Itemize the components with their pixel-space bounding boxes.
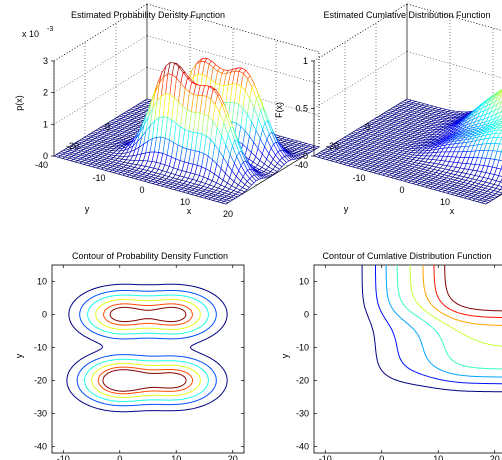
pdf-contour-ylabel: y <box>14 353 24 358</box>
cdf-surface-grid-line <box>313 3 408 62</box>
pdf-contour-y-tick-label: -30 <box>34 408 47 418</box>
cdf-contour-ylabel: y <box>280 353 290 358</box>
pdf-contour-panel: Contour of Probability Density Function … <box>14 251 245 460</box>
cdf-contour-contour-line <box>396 265 502 370</box>
pdf-contour-y-tick-label: -20 <box>34 375 47 385</box>
pdf-contour-title: Contour of Probability Density Function <box>72 251 228 261</box>
pdf-surface-xlabel: x <box>187 206 192 216</box>
pdf-contour-contour-line <box>102 306 187 392</box>
pdf-surface-ylabel: y <box>85 204 90 214</box>
pdf-surface-grid-line <box>53 67 148 125</box>
pdf-surface-z-tick-label: 1 <box>43 119 48 129</box>
cdf-surface-panel: Estimated Cumlative Distribution Functio… <box>274 3 502 216</box>
pdf-surface-y-tick-label: -40 <box>35 160 48 170</box>
cdf-surface-x-tick-label: 10 <box>440 197 450 207</box>
pdf-surface-exponent-base: x 10 <box>22 29 39 39</box>
cdf-contour-y-tick-label: -30 <box>296 408 309 418</box>
pdf-surface-ticks: 0 1 2 3 -10 0 10 20 -40 -20 0 <box>35 56 233 219</box>
cdf-surface-x-tick-label: -10 <box>352 173 365 183</box>
cdf-surface-mesh-cell <box>498 137 502 145</box>
pdf-surface-mesh-cell <box>220 201 230 205</box>
cdf-contour-y-tick-label: -20 <box>296 375 309 385</box>
pdf-surface-z-tick-label: 2 <box>43 88 48 98</box>
cdf-contour-y-tick-label: -10 <box>296 342 309 352</box>
pdf-contour-lines <box>66 283 228 413</box>
cdf-contour-y-tick-label: 0 <box>304 309 309 319</box>
cdf-surface-mesh-cell <box>480 200 490 205</box>
cdf-surface-ylabel: y <box>344 204 349 214</box>
pdf-surface-mesh <box>53 57 320 205</box>
cdf-surface-grid-line <box>406 51 502 79</box>
cdf-surface-mesh-cell <box>498 93 502 100</box>
cdf-surface-z-tick-label: 0.5 <box>295 104 308 114</box>
pdf-surface-x-tick-label: 20 <box>223 209 233 219</box>
cdf-contour-contour-line <box>375 265 502 385</box>
pdf-contour-contour-line <box>91 299 201 398</box>
pdf-surface-x-tick-label: 0 <box>139 185 144 195</box>
pdf-surface-zlabel: p(x) <box>14 95 24 111</box>
cdf-contour-lines <box>361 264 502 393</box>
pdf-contour-x-tick-label: 20 <box>228 454 238 460</box>
cdf-contour-contour-line <box>385 265 502 378</box>
cdf-contour-contour-line <box>444 264 502 312</box>
cdf-contour-y-tick-label: -40 <box>296 441 309 451</box>
pdf-contour-ticks: -10 0 10 20 10 0 -10 -20 -30 -40 <box>34 265 244 460</box>
cdf-surface-z-tick-label: 0 <box>303 151 308 161</box>
cdf-contour-x-tick-label: 10 <box>433 454 443 460</box>
pdf-contour-x-tick-label: 0 <box>117 454 122 460</box>
cdf-contour-contour-line <box>422 265 502 326</box>
cdf-contour-panel: Contour of Cumlative Distribution Functi… <box>280 251 502 460</box>
pdf-surface-y-tick-label: -20 <box>66 141 79 151</box>
pdf-contour-contour-line <box>76 290 217 407</box>
pdf-surface-x-tick-label: 10 <box>180 197 190 207</box>
cdf-surface-y-tick-label: 0 <box>365 122 370 132</box>
pdf-contour-y-tick-label: -40 <box>34 441 47 451</box>
pdf-surface-panel: Estimated Probability Density Function x… <box>14 3 320 219</box>
pdf-contour-contour-line <box>66 283 228 413</box>
pdf-contour-y-tick-label: 10 <box>37 276 47 286</box>
pdf-surface-z-tick-label: 0 <box>43 151 48 161</box>
pdf-surface-grid-line <box>53 35 148 93</box>
pdf-contour-y-tick-label: -10 <box>34 342 47 352</box>
pdf-surface-x-tick-label: -10 <box>92 173 105 183</box>
pdf-surface-title: Estimated Probability Density Function <box>71 10 225 20</box>
cdf-contour-contour-line <box>409 265 502 347</box>
pdf-contour-contour-line <box>84 294 209 402</box>
cdf-surface-z-tick-label: 1 <box>303 56 308 66</box>
cdf-contour-x-tick-label: 20 <box>490 454 500 460</box>
pdf-surface-exponent-power: -3 <box>47 26 53 33</box>
cdf-surface-y-tick-label: -40 <box>295 160 308 170</box>
cdf-contour-contour-line <box>433 265 502 318</box>
cdf-surface-xlabel: x <box>450 206 455 216</box>
cdf-surface-zlabel: F(x) <box>274 102 284 118</box>
cdf-contour-x-tick-label: -10 <box>319 454 332 460</box>
cdf-surface-grid-line <box>313 51 408 109</box>
cdf-contour-x-tick-label: 0 <box>379 454 384 460</box>
cdf-contour-contour-line <box>361 265 502 393</box>
pdf-surface-z-tick-label: 3 <box>43 56 48 66</box>
cdf-contour-axes-box <box>313 264 502 454</box>
pdf-contour-x-tick-label: -10 <box>57 454 70 460</box>
cdf-surface-mesh-cell <box>499 129 502 134</box>
cdf-contour-y-tick-label: 10 <box>299 276 309 286</box>
cdf-surface-mesh-cell <box>499 90 502 94</box>
cdf-contour-title: Contour of Cumlative Distribution Functi… <box>322 251 491 261</box>
cdf-contour-ticks: -10 0 10 20 10 0 -10 -20 -30 -40 <box>296 265 500 460</box>
cdf-surface-x-tick-label: 0 <box>399 185 404 195</box>
cdf-surface-mesh <box>313 89 502 205</box>
pdf-contour-contour-line <box>97 303 193 395</box>
pdf-contour-x-tick-label: 10 <box>171 454 181 460</box>
cdf-surface-y-tick-label: -20 <box>326 141 339 151</box>
pdf-contour-y-tick-label: 0 <box>42 309 47 319</box>
pdf-surface-grid-line <box>53 3 148 62</box>
cdf-surface-ticks: 0 0.5 1 -10 0 10 -40 -20 0 <box>295 56 450 207</box>
pdf-surface-y-tick-label: 0 <box>105 122 110 132</box>
